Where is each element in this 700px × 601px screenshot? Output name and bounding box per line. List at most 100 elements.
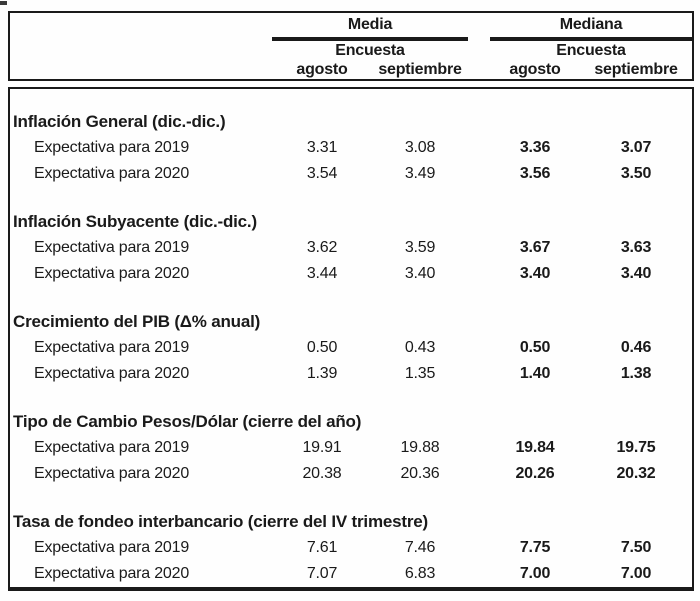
row-gap-cell xyxy=(468,461,490,487)
mediana-agosto-value: 20.26 xyxy=(515,465,555,482)
section-title: Crecimiento del PIB (Δ% anual) xyxy=(13,312,261,331)
header-group-row: Media Mediana xyxy=(10,13,692,41)
row-gap-cell xyxy=(468,135,490,161)
row-label: Expectativa para 2020 xyxy=(34,365,190,382)
mediana-septiembre-value: 1.38 xyxy=(620,365,652,382)
section-title: Inflación General (dic.-dic.) xyxy=(13,112,226,131)
table-row: Expectativa para 2020 3.44 3.40 3.40 3.40 xyxy=(10,261,692,287)
media-septiembre-value: 6.83 xyxy=(404,565,436,582)
table-section: Tipo de Cambio Pesos/Dólar (cierre del a… xyxy=(10,409,692,487)
row-label: Expectativa para 2020 xyxy=(34,165,190,182)
media-septiembre-value: 20.36 xyxy=(400,465,440,482)
mediana-agosto-value: 19.84 xyxy=(515,439,555,456)
table-section: Crecimiento del PIB (Δ% anual) Expectativ… xyxy=(10,309,692,387)
row-label: Expectativa para 2019 xyxy=(34,239,190,256)
table-header: Media Mediana Encuesta Encuesta agosto s… xyxy=(8,11,694,81)
media-septiembre-value: 19.88 xyxy=(400,439,440,456)
mediana-septiembre-value: 7.00 xyxy=(620,565,652,582)
mediana-septiembre-value: 7.50 xyxy=(620,539,652,556)
media-agosto-value: 7.61 xyxy=(306,539,338,556)
table-row: Expectativa para 2019 3.62 3.59 3.67 3.63 xyxy=(10,235,692,261)
row-label: Expectativa para 2020 xyxy=(34,265,190,282)
mediana-agosto-header: agosto xyxy=(509,61,561,78)
table-row: Expectativa para 2019 7.61 7.46 7.75 7.50 xyxy=(10,535,692,561)
mediana-agosto-value: 7.75 xyxy=(519,539,551,556)
table-row: Expectativa para 2019 3.31 3.08 3.36 3.07 xyxy=(10,135,692,161)
mediana-agosto-value: 3.67 xyxy=(519,239,551,256)
sections-container: Inflación General (dic.-dic.) Expectativa… xyxy=(10,109,692,587)
mediana-septiembre-value: 3.50 xyxy=(620,165,652,182)
table-row: Expectativa para 2020 7.07 6.83 7.00 7.00 xyxy=(10,561,692,587)
mediana-agosto-value: 1.40 xyxy=(519,365,551,382)
table-section: Tasa de fondeo interbancario (cierre del… xyxy=(10,509,692,587)
row-label: Expectativa para 2020 xyxy=(34,465,190,482)
row-gap-cell xyxy=(468,235,490,261)
media-agosto-header: agosto xyxy=(296,61,348,78)
header-gap-cell xyxy=(468,41,490,61)
header-survey-row: Encuesta Encuesta xyxy=(10,41,692,61)
media-septiembre-value: 1.35 xyxy=(404,365,436,382)
mediana-septiembre-value: 3.63 xyxy=(620,239,652,256)
section-title: Tipo de Cambio Pesos/Dólar (cierre del a… xyxy=(13,412,362,431)
row-gap-cell xyxy=(468,261,490,287)
media-septiembre-value: 3.40 xyxy=(404,265,436,282)
mediana-agosto-value: 3.56 xyxy=(519,165,551,182)
row-label: Expectativa para 2020 xyxy=(34,565,190,582)
mediana-agosto-value: 7.00 xyxy=(519,565,551,582)
header-month-row: agosto septiembre agosto septiembre xyxy=(10,61,692,79)
media-agosto-value: 3.54 xyxy=(306,165,338,182)
mediana-septiembre-value: 0.46 xyxy=(620,339,652,356)
mediana-septiembre-value: 19.75 xyxy=(616,439,656,456)
media-septiembre-value: 3.08 xyxy=(404,139,436,156)
media-agosto-value: 3.44 xyxy=(306,265,338,282)
section-title: Inflación Subyacente (dic.-dic.) xyxy=(13,212,257,231)
media-septiembre-value: 7.46 xyxy=(404,539,436,556)
media-septiembre-value: 3.59 xyxy=(404,239,436,256)
table-row: Expectativa para 2019 0.50 0.43 0.50 0.46 xyxy=(10,335,692,361)
header-gap-cell xyxy=(468,13,490,37)
header-gap-cell xyxy=(468,61,490,79)
table-body: Inflación General (dic.-dic.) Expectativa… xyxy=(8,87,694,591)
row-label: Expectativa para 2019 xyxy=(34,539,190,556)
row-gap-cell xyxy=(468,161,490,187)
mediana-septiembre-value: 3.07 xyxy=(620,139,652,156)
table-row: Expectativa para 2020 1.39 1.35 1.40 1.38 xyxy=(10,361,692,387)
media-group-label: Media xyxy=(347,16,393,33)
mediana-agosto-value: 0.50 xyxy=(519,339,551,356)
header-empty-cell xyxy=(10,61,272,79)
mediana-agosto-value: 3.36 xyxy=(519,139,551,156)
crop-artifact xyxy=(0,1,7,5)
row-gap-cell xyxy=(468,435,490,461)
section-title: Tasa de fondeo interbancario (cierre del… xyxy=(13,512,428,531)
header-empty-cell xyxy=(10,13,272,37)
table-row: Expectativa para 2020 3.54 3.49 3.56 3.50 xyxy=(10,161,692,187)
mediana-septiembre-value: 20.32 xyxy=(616,465,656,482)
mediana-group-label: Mediana xyxy=(559,16,623,33)
table-row: Expectativa para 2020 20.38 20.36 20.26 20.3… xyxy=(10,461,692,487)
mediana-septiembre-value: 3.40 xyxy=(620,265,652,282)
table-section: Inflación General (dic.-dic.) Expectativa… xyxy=(10,109,692,187)
row-label: Expectativa para 2019 xyxy=(34,439,190,456)
media-agosto-value: 20.38 xyxy=(302,465,342,482)
header-empty-cell xyxy=(10,41,272,61)
table-row: Expectativa para 2019 19.91 19.88 19.84 19.7… xyxy=(10,435,692,461)
media-agosto-value: 7.07 xyxy=(306,565,338,582)
media-septiembre-value: 0.43 xyxy=(404,339,436,356)
media-agosto-value: 19.91 xyxy=(302,439,342,456)
table-section: Inflación Subyacente (dic.-dic.) Expectat… xyxy=(10,209,692,287)
row-label: Expectativa para 2019 xyxy=(34,139,190,156)
row-gap-cell xyxy=(468,335,490,361)
row-gap-cell xyxy=(468,561,490,587)
media-septiembre-header: septiembre xyxy=(378,61,462,78)
mediana-group-header: Mediana xyxy=(490,13,692,41)
row-label: Expectativa para 2019 xyxy=(34,339,190,356)
media-agosto-value: 3.62 xyxy=(306,239,338,256)
media-septiembre-value: 3.49 xyxy=(404,165,436,182)
mediana-agosto-value: 3.40 xyxy=(519,265,551,282)
row-gap-cell xyxy=(468,535,490,561)
media-agosto-value: 0.50 xyxy=(306,339,338,356)
mediana-survey-label: Encuesta xyxy=(556,42,626,59)
media-group-header: Media xyxy=(272,13,468,41)
media-agosto-value: 3.31 xyxy=(306,139,338,156)
